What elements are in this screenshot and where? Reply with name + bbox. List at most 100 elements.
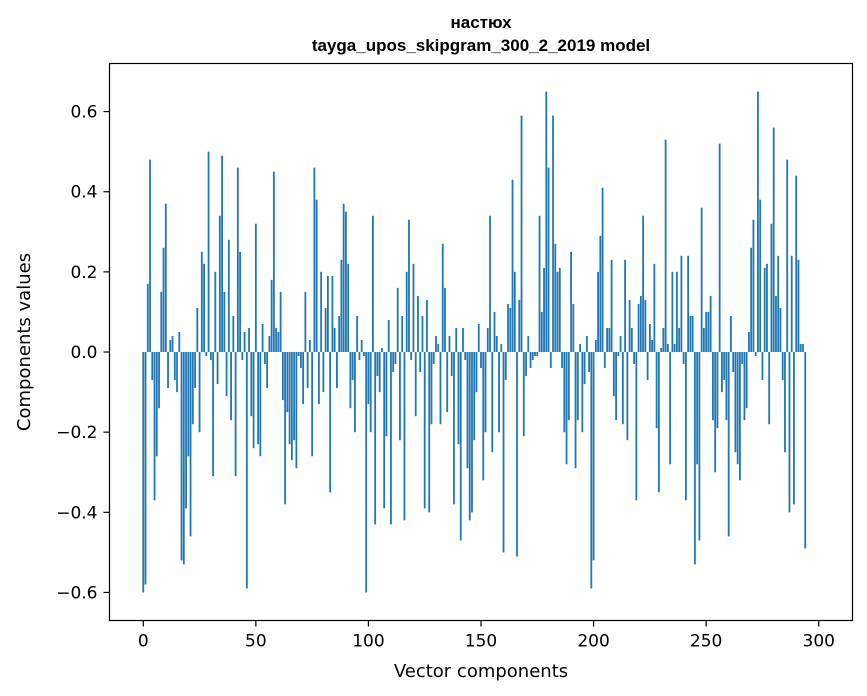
bar bbox=[511, 179, 514, 353]
bar bbox=[556, 271, 559, 353]
bar bbox=[495, 335, 498, 353]
bar bbox=[381, 348, 383, 353]
bar bbox=[599, 235, 602, 353]
bar bbox=[718, 143, 721, 353]
bar bbox=[572, 303, 575, 353]
bar bbox=[383, 352, 386, 509]
bar bbox=[531, 352, 534, 361]
bar bbox=[194, 352, 196, 389]
bar bbox=[491, 352, 494, 453]
bar bbox=[682, 352, 685, 365]
bar bbox=[180, 352, 183, 561]
bar bbox=[766, 263, 768, 353]
bar bbox=[637, 303, 640, 353]
bar bbox=[457, 352, 460, 445]
bar bbox=[392, 352, 395, 373]
bar bbox=[687, 255, 690, 353]
bar bbox=[261, 323, 264, 353]
bar bbox=[360, 340, 363, 353]
bar bbox=[459, 352, 462, 541]
bar bbox=[396, 287, 399, 353]
bar bbox=[441, 243, 444, 353]
bar bbox=[149, 159, 151, 353]
bar bbox=[225, 352, 228, 397]
bar bbox=[399, 352, 401, 441]
x-tick-label: 300 bbox=[803, 632, 835, 652]
bar bbox=[648, 323, 651, 353]
bar bbox=[518, 299, 521, 353]
bar bbox=[347, 263, 350, 353]
y-axis: −0.6 −0.4 −0.2 0.0 0.2 0.4 0.6 bbox=[56, 103, 110, 603]
bar bbox=[516, 352, 518, 557]
bar bbox=[248, 327, 250, 353]
bar bbox=[603, 352, 606, 369]
bar bbox=[354, 352, 356, 433]
bar bbox=[646, 352, 649, 381]
bar bbox=[444, 287, 446, 353]
bar bbox=[390, 352, 392, 525]
bar bbox=[342, 203, 345, 353]
bar bbox=[707, 311, 710, 353]
bar bbox=[709, 295, 712, 353]
bar bbox=[345, 211, 347, 353]
bar bbox=[741, 352, 744, 365]
bar bbox=[232, 315, 235, 353]
bar bbox=[317, 352, 320, 405]
bar bbox=[484, 352, 487, 433]
bar bbox=[171, 335, 174, 353]
bar bbox=[507, 303, 509, 353]
bar bbox=[635, 352, 638, 501]
bar bbox=[417, 295, 419, 353]
bar bbox=[498, 352, 500, 433]
bar bbox=[351, 352, 354, 381]
bar bbox=[439, 352, 442, 425]
bar bbox=[245, 352, 248, 589]
bar bbox=[545, 91, 548, 353]
bar bbox=[153, 352, 156, 501]
bar bbox=[480, 352, 482, 369]
bar bbox=[146, 283, 149, 353]
bar bbox=[412, 263, 415, 353]
bar bbox=[576, 352, 579, 421]
bar bbox=[669, 352, 672, 465]
bar bbox=[164, 203, 167, 353]
bar bbox=[549, 352, 552, 369]
bar bbox=[570, 251, 572, 353]
bar bbox=[730, 315, 732, 353]
bar bbox=[223, 291, 226, 353]
bar bbox=[781, 352, 784, 381]
bar bbox=[734, 352, 737, 453]
bar bbox=[574, 352, 577, 469]
bar bbox=[748, 331, 750, 353]
bar bbox=[721, 352, 723, 393]
bar bbox=[221, 155, 223, 353]
bar bbox=[435, 335, 437, 353]
bar bbox=[662, 327, 665, 353]
bar bbox=[597, 271, 599, 353]
x-tick-label: 50 bbox=[245, 632, 267, 652]
bar bbox=[588, 352, 590, 373]
bar bbox=[333, 327, 336, 353]
bar bbox=[414, 352, 417, 417]
bar bbox=[601, 187, 604, 353]
bar bbox=[739, 352, 741, 481]
bar bbox=[624, 259, 626, 353]
bar bbox=[777, 255, 780, 353]
bar bbox=[581, 352, 584, 433]
bar bbox=[272, 171, 275, 353]
y-tick-label: 0.4 bbox=[70, 183, 97, 203]
bar bbox=[502, 352, 505, 553]
bar bbox=[446, 352, 449, 413]
bar bbox=[538, 215, 541, 353]
bar bbox=[191, 352, 194, 425]
chart-title: настюх bbox=[450, 13, 512, 32]
bar bbox=[230, 352, 232, 421]
bar bbox=[698, 352, 701, 541]
bar bbox=[453, 352, 455, 505]
bar bbox=[561, 352, 563, 369]
bar bbox=[324, 307, 327, 353]
bar bbox=[266, 352, 269, 389]
bar bbox=[151, 352, 154, 381]
bar bbox=[423, 352, 426, 509]
